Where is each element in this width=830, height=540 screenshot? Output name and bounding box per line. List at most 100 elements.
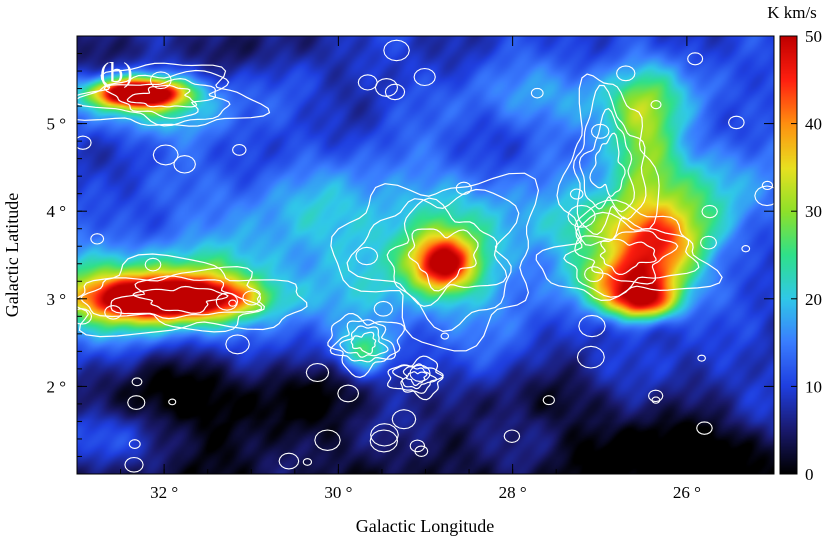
contour-blob	[542, 395, 555, 406]
y-axis-ticks: 2 ° 3 ° 4 ° 5 °	[46, 53, 774, 475]
colorbar-tick-label: 0	[805, 465, 814, 484]
contour-line	[330, 172, 540, 352]
contour-blob	[124, 456, 144, 473]
contour-line	[329, 319, 397, 363]
y-tick-label: 5 °	[46, 115, 66, 134]
contour-line	[350, 331, 377, 355]
contour-blob	[409, 439, 426, 453]
contour-blob	[409, 364, 431, 382]
contour-blob	[232, 143, 247, 156]
contour-line	[572, 84, 647, 236]
contour-overlay	[77, 39, 774, 473]
contour-line	[132, 285, 229, 315]
contour-line	[346, 188, 520, 333]
contour-blob	[648, 389, 664, 403]
contour-blob	[302, 458, 313, 466]
colorbar-tick-label: 20	[805, 290, 822, 309]
colorbar-gradient	[780, 36, 797, 474]
contour-blob	[530, 87, 544, 99]
contour-blob	[413, 67, 436, 87]
contour-blob	[77, 135, 92, 150]
contour-line	[407, 228, 479, 292]
contour-blob	[278, 452, 300, 470]
contour-blob	[369, 429, 399, 453]
contour-line	[599, 238, 657, 276]
contour-blob	[144, 257, 162, 272]
contour-blob	[754, 185, 774, 207]
contour-blob	[741, 245, 751, 253]
heatmap-image	[77, 36, 774, 474]
colorbar-tick-label: 40	[805, 115, 822, 134]
contour-line	[578, 107, 636, 213]
contour-blob	[128, 439, 141, 449]
contour-blob	[104, 305, 122, 320]
contour-blob	[728, 115, 745, 130]
x-tick-label: 26 °	[673, 483, 701, 502]
contour-blob	[225, 334, 250, 355]
contour-blob	[127, 395, 146, 410]
contour-blob	[149, 71, 172, 90]
y-axis-title: Galactic Latitude	[2, 193, 22, 317]
contour-blob	[228, 299, 237, 307]
contour-blob	[687, 52, 704, 66]
contour-blob	[383, 39, 410, 62]
contour-line	[327, 312, 405, 379]
contour-blob	[357, 74, 378, 91]
contour-blob	[173, 155, 196, 174]
contour-blob	[355, 246, 379, 266]
contour-blob	[373, 300, 394, 317]
contour-line	[77, 253, 308, 338]
y-tick-label: 2 °	[46, 377, 66, 396]
contour-blob	[576, 345, 605, 369]
contour-line	[392, 363, 444, 394]
contour-blob	[567, 204, 596, 228]
contour-blob	[696, 421, 713, 435]
contour-line	[126, 84, 198, 108]
contour-line	[563, 211, 700, 298]
contour-blob	[168, 398, 177, 406]
colorbar-unit-label: K km/s	[767, 3, 817, 22]
contour-line	[401, 366, 438, 390]
contour-blob	[314, 429, 341, 451]
x-tick-label: 30 °	[324, 483, 352, 502]
contour-line	[103, 77, 217, 119]
contour-blob	[569, 188, 584, 200]
contour-blob	[616, 65, 636, 82]
colorbar-tick-label: 50	[805, 27, 822, 46]
contour-blob	[384, 83, 406, 101]
intensity-map	[77, 36, 774, 474]
x-axis-title: Galactic Longitude	[356, 516, 494, 536]
x-tick-label: 32 °	[150, 483, 178, 502]
contour-blob	[242, 290, 262, 306]
contour-blob	[440, 332, 450, 340]
contour-blob	[584, 266, 604, 283]
panel-label: (b)	[100, 58, 133, 89]
contour-line	[77, 62, 271, 127]
contour-line	[405, 371, 428, 387]
contour-line	[535, 199, 723, 302]
x-tick-label: 28 °	[499, 483, 527, 502]
contour-blob	[391, 409, 417, 430]
contour-blob	[215, 292, 239, 311]
contour-blob	[90, 233, 105, 245]
contour-blob	[337, 384, 360, 403]
colorbar-tick-label: 10	[805, 377, 822, 396]
contour-line	[589, 132, 626, 197]
contour-blob	[503, 429, 521, 443]
colorbar: 0 10 20 30 40 50 K km/s	[767, 3, 822, 484]
contour-blob	[650, 100, 662, 110]
contour-blob	[370, 423, 399, 447]
colorbar-tick-label: 30	[805, 202, 822, 221]
colorbar-ticks: 0 10 20 30 40 50	[791, 27, 822, 484]
contour-line	[339, 325, 389, 358]
y-tick-label: 4 °	[46, 202, 66, 221]
contour-blob	[697, 354, 706, 362]
contour-blob	[761, 180, 774, 191]
contour-blob	[152, 144, 179, 166]
contour-blob	[414, 445, 429, 457]
contour-blob	[701, 204, 718, 219]
x-axis-ticks: 32 ° 30 ° 28 ° 26 °	[76, 36, 775, 502]
contour-line	[386, 197, 508, 308]
contour-blob	[578, 314, 606, 338]
